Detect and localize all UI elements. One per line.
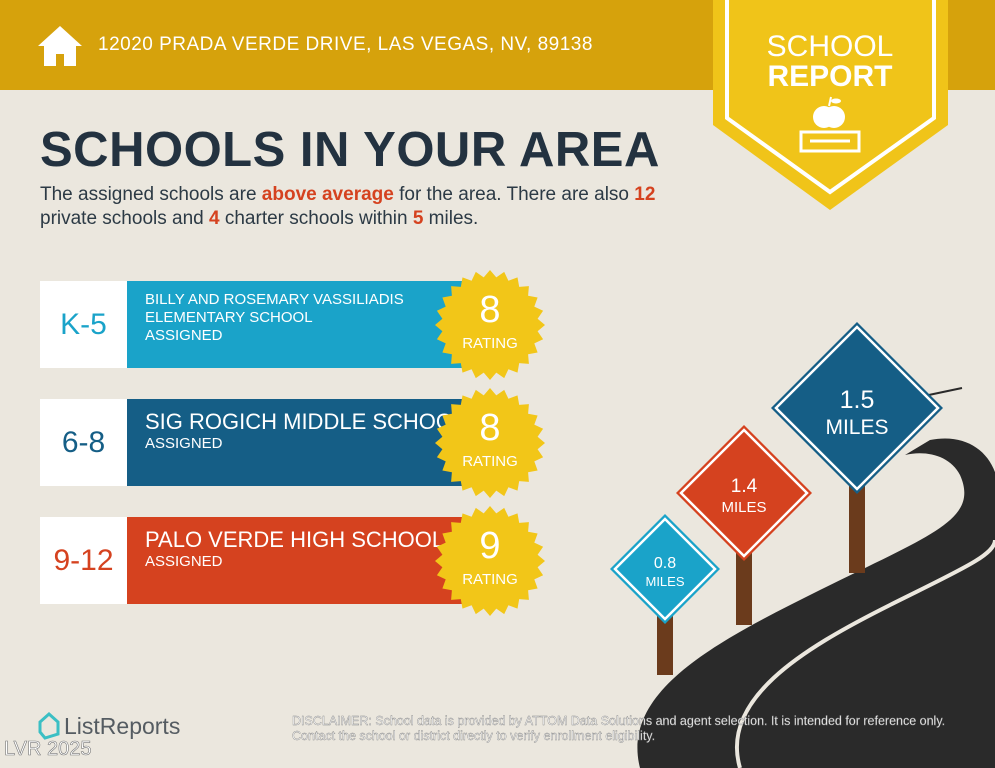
badge-line1: SCHOOL — [766, 30, 894, 63]
school-name: PALO VERDE HIGH SCHOOL — [145, 527, 445, 552]
rating-starburst-icon — [435, 270, 545, 380]
assigned-status: ASSIGNED — [145, 553, 223, 570]
badge-line2: REPORT — [767, 60, 893, 93]
sign-distance: 0.8 — [653, 554, 677, 572]
rating-value: 9 — [479, 525, 501, 567]
watermark: LVR 2025 — [4, 738, 92, 761]
home-icon — [38, 26, 82, 66]
apple-on-book-icon — [799, 96, 861, 153]
school-info: SIG ROGICH MIDDLE SCHOOL ASSIGNED — [127, 399, 487, 486]
distance-sign — [676, 425, 812, 561]
sign-distance: 1.4 — [730, 475, 758, 497]
page-title: SCHOOLS IN YOUR AREA — [40, 123, 660, 177]
property-address: 12020 PRADA VERDE DRIVE, LAS VEGAS, NV, … — [98, 34, 593, 55]
school-info: PALO VERDE HIGH SCHOOL ASSIGNED — [127, 517, 487, 604]
school-name: SIG ROGICH MIDDLE SCHOOL — [145, 409, 466, 434]
sign-unit: MILES — [645, 573, 685, 589]
distance-sign — [610, 514, 720, 624]
rating-value: 8 — [479, 407, 501, 449]
grade-range: K-5 — [40, 281, 127, 368]
grade-range: 6-8 — [40, 399, 127, 486]
school-report-badge — [713, 0, 948, 210]
school-info: BILLY AND ROSEMARY VASSILIADIS ELEMENTAR… — [127, 281, 487, 368]
rating-value: 8 — [479, 289, 501, 331]
assigned-status: ASSIGNED — [145, 327, 223, 344]
distance-sign — [771, 322, 943, 494]
listreports-logo: ListReports — [38, 712, 180, 740]
disclaimer: DISCLAIMER: School data is provided by A… — [292, 714, 946, 743]
school-name: BILLY AND ROSEMARY VASSILIADIS ELEMENTAR… — [145, 291, 404, 326]
rating-label: RATING — [462, 571, 518, 588]
rating-starburst-icon — [435, 506, 545, 616]
sign-unit: MILES — [825, 415, 889, 439]
intro-text: The assigned schools are above average f… — [40, 184, 656, 229]
assigned-status: ASSIGNED — [145, 435, 223, 452]
school-row[interactable]: K-5 BILLY AND ROSEMARY VASSILIADIS ELEME… — [40, 270, 545, 380]
rating-starburst-icon — [435, 388, 545, 498]
school-row[interactable]: 9-12 PALO VERDE HIGH SCHOOL ASSIGNED 9 RA… — [40, 506, 545, 616]
sign-unit: MILES — [721, 498, 767, 516]
rating-label: RATING — [462, 453, 518, 470]
rating-label: RATING — [462, 335, 518, 352]
school-row[interactable]: 6-8 SIG ROGICH MIDDLE SCHOOL ASSIGNED 8 R… — [40, 388, 545, 498]
grade-range: 9-12 — [40, 517, 127, 604]
sign-distance: 1.5 — [839, 385, 875, 414]
